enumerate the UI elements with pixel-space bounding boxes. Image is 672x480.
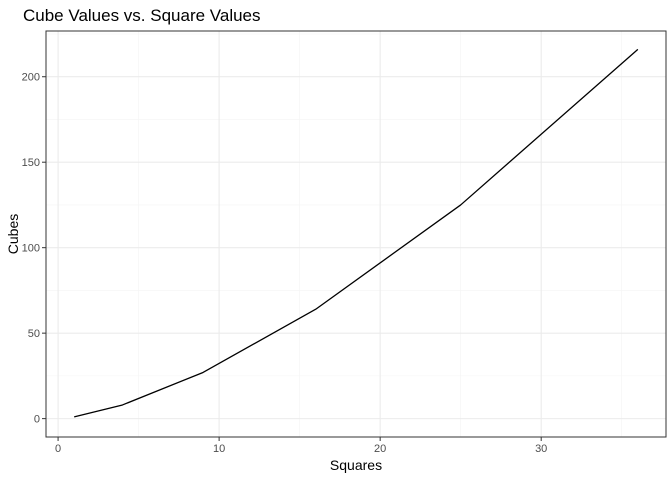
panel-border [45, 30, 667, 438]
y-tick-label: 150 [22, 157, 40, 169]
x-tick-label: 10 [213, 443, 225, 455]
x-tick-label: 20 [374, 443, 386, 455]
x-tick-label: 0 [55, 443, 61, 455]
y-tick-label: 50 [28, 328, 40, 340]
x-tick-label: 30 [535, 443, 547, 455]
panel-background [46, 31, 666, 437]
y-tick-label: 0 [34, 414, 40, 426]
y-axis-title: Cubes [5, 214, 21, 254]
y-axis: 0 50 100 150 200 [22, 72, 46, 426]
major-gridlines [46, 31, 666, 437]
minor-gridlines [46, 31, 666, 437]
plot-panel [45, 30, 667, 438]
series-line [74, 48, 639, 418]
x-axis-title: Squares [330, 457, 382, 473]
y-tick-label: 200 [22, 72, 40, 84]
chart-title: Cube Values vs. Square Values [23, 6, 261, 25]
y-tick-label: 100 [22, 243, 40, 255]
x-axis: 0 10 20 30 [55, 437, 547, 455]
